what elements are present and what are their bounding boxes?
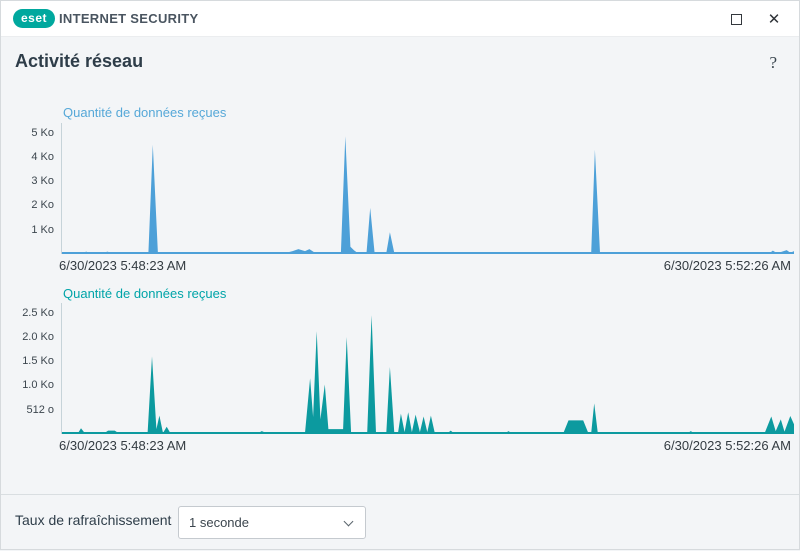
eset-logo: eset	[13, 9, 56, 28]
refresh-rate-label: Taux de rafraîchissement	[15, 512, 172, 528]
titlebar: eset INTERNET SECURITY ✕	[1, 1, 799, 37]
y-axis-tick-label: 1.0 Ko	[22, 379, 54, 392]
y-axis-tick-label: 5 Ko	[31, 126, 54, 139]
close-icon: ✕	[767, 10, 781, 28]
y-axis-tick-label: 3 Ko	[31, 175, 54, 188]
maximize-icon	[730, 13, 742, 25]
x-axis-start-label: 6/30/2023 5:48:23 AM	[59, 258, 187, 273]
area-series	[62, 136, 794, 254]
footer: Taux de rafraîchissement 1 seconde	[1, 495, 799, 551]
refresh-rate-select[interactable]: 1 seconde	[178, 506, 366, 539]
refresh-rate-value: 1 seconde	[189, 515, 249, 530]
x-axis-end-label: 6/30/2023 5:52:26 AM	[663, 258, 791, 273]
x-axis-start-label: 6/30/2023 5:48:23 AM	[59, 438, 187, 453]
chart-title: Quantité de données reçues	[63, 105, 227, 120]
chart-plot-area	[61, 303, 794, 434]
area-chart-svg	[62, 315, 794, 434]
y-axis-tick-label: 4 Ko	[31, 150, 54, 163]
page-title: Activité réseau	[15, 51, 144, 71]
y-axis-tick-label: 2.0 Ko	[22, 330, 54, 343]
help-icon[interactable]: ?	[769, 53, 777, 72]
x-axis-end-label: 6/30/2023 5:52:26 AM	[663, 438, 791, 453]
chart-title: Quantité de données reçues	[63, 286, 227, 301]
close-button[interactable]: ✕	[759, 4, 789, 34]
y-axis-tick-label: 2 Ko	[31, 199, 54, 212]
baseline	[62, 432, 794, 434]
baseline	[62, 252, 794, 254]
y-axis-tick-label: 1.5 Ko	[22, 355, 54, 368]
y-axis-tick-label: 1 Ko	[31, 223, 54, 236]
y-axis-tick-label: 2.5 Ko	[22, 306, 54, 319]
area-chart-svg	[62, 136, 794, 254]
y-axis-tick-label: 512 o	[26, 403, 54, 416]
maximize-button[interactable]	[721, 4, 751, 34]
chevron-down-icon	[343, 516, 354, 527]
footer-divider	[1, 494, 799, 495]
brand-title: INTERNET SECURITY	[59, 11, 199, 26]
window-controls: ✕	[721, 1, 789, 37]
area-series	[62, 315, 794, 434]
chart-plot-area	[61, 123, 794, 254]
